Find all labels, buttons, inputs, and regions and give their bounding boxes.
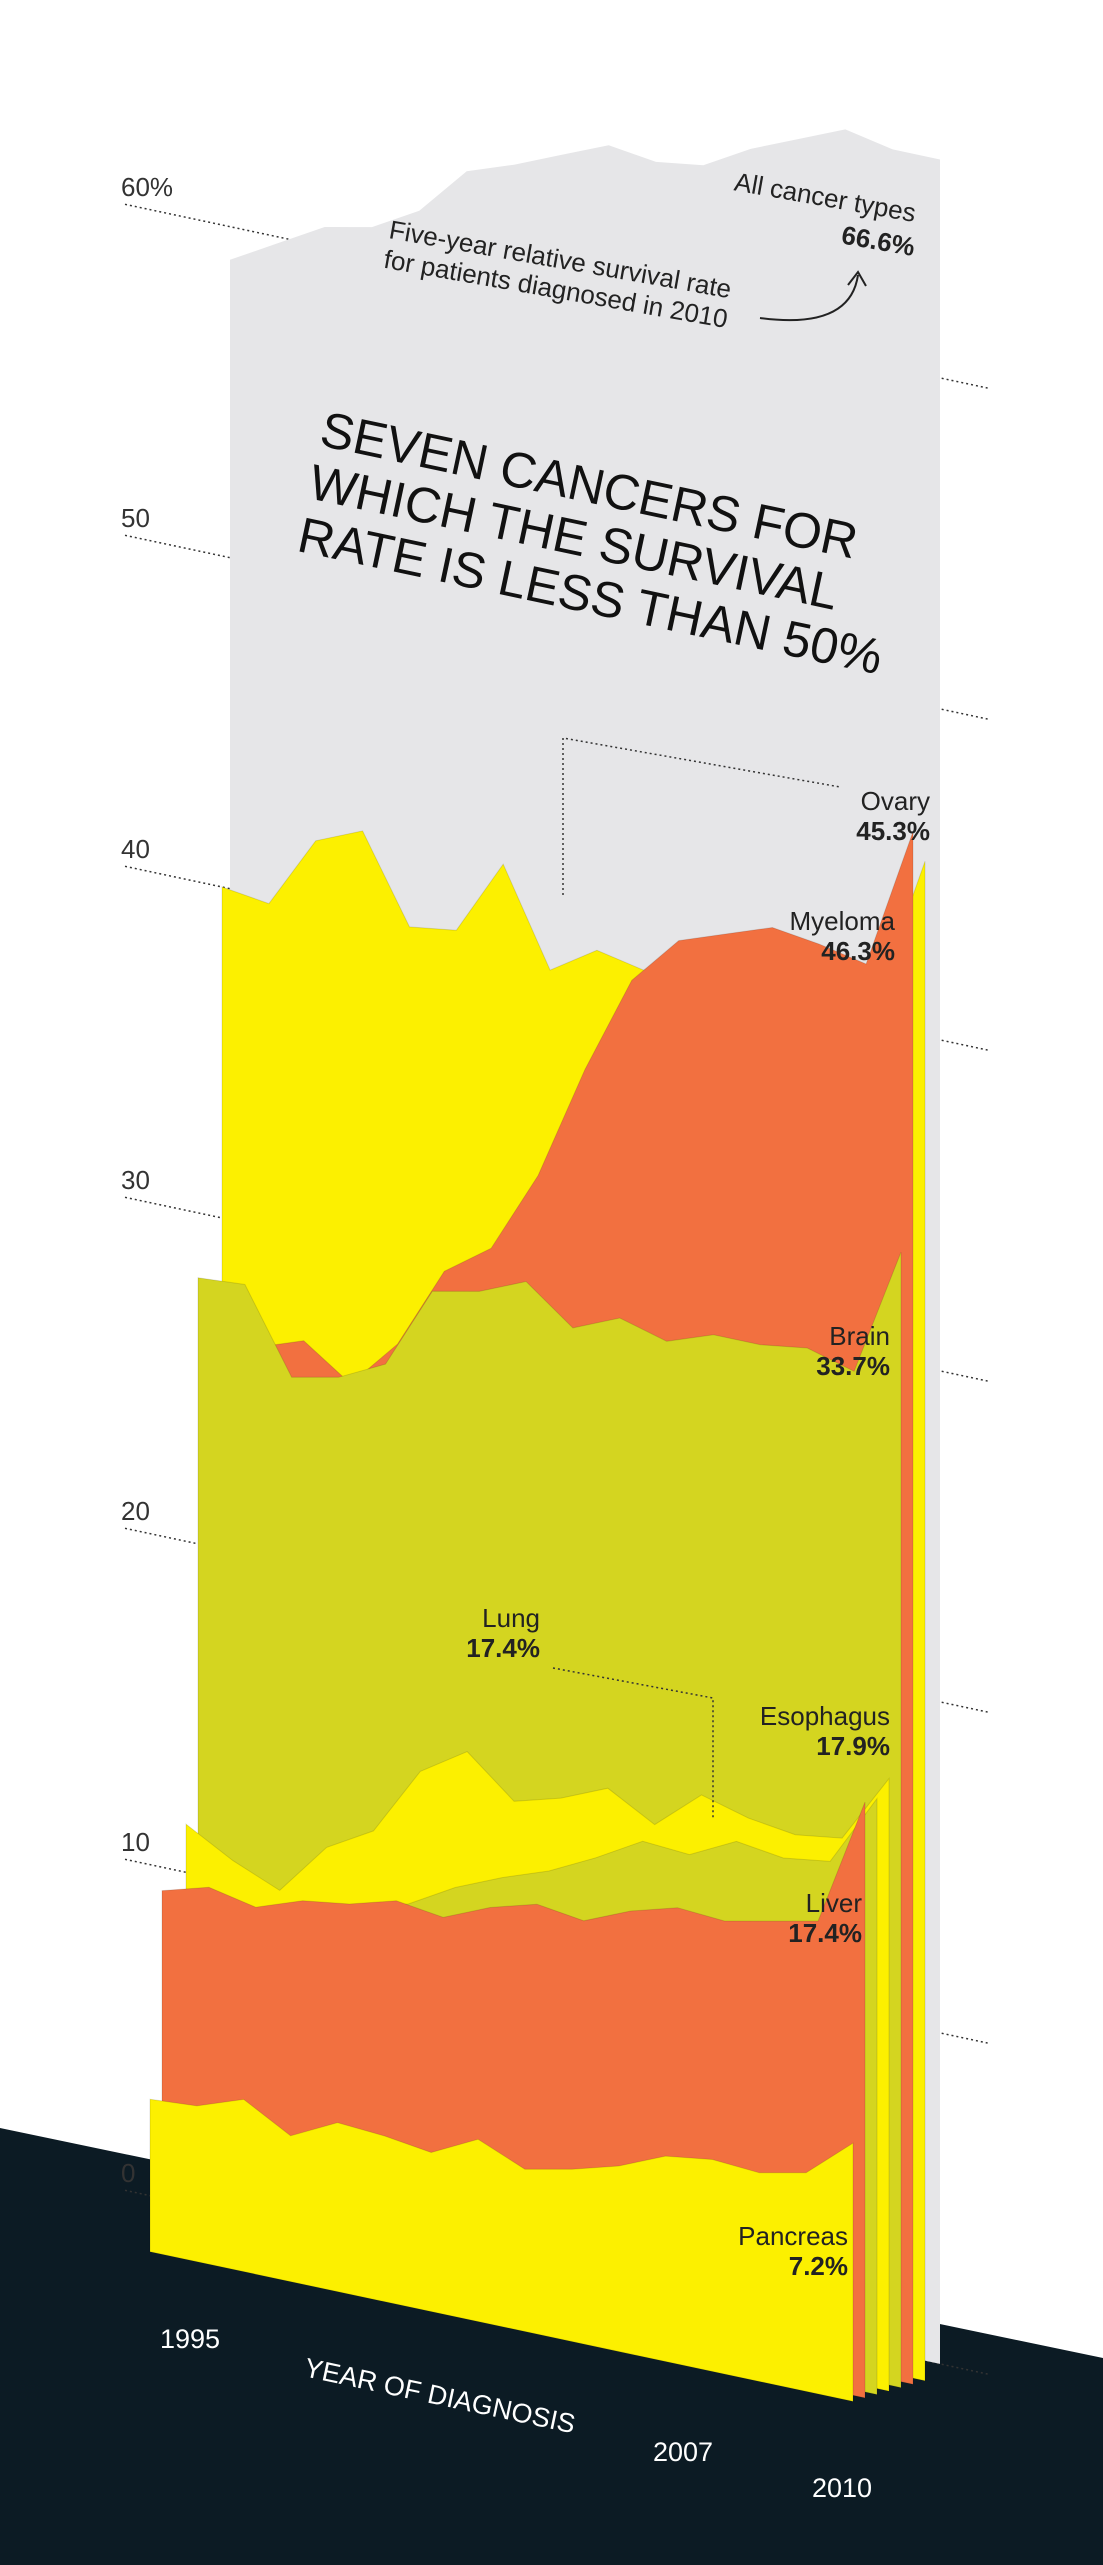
- series-label-liver: Liver: [806, 1888, 863, 1918]
- y-tick-label: 20: [121, 1496, 150, 1526]
- y-tick-label: 0: [121, 2158, 135, 2188]
- y-tick-label: 60%: [121, 172, 173, 202]
- series-label-pancreas: Pancreas: [738, 2221, 848, 2251]
- x-axis-ticks: 1995 2007 2010: [160, 2324, 872, 2503]
- series-area-pancreas: [149, 2098, 854, 2403]
- series-label-ovary: Ovary: [861, 786, 930, 816]
- y-axis-ticks: 60% 50 40 30 20 10 0: [121, 172, 173, 2188]
- series-value-lung: 17.4%: [466, 1633, 540, 1663]
- x-tick-label: 2007: [653, 2437, 713, 2467]
- series-value-myeloma: 46.3%: [821, 936, 895, 966]
- x-tick-label: 1995: [160, 2324, 220, 2354]
- x-tick-label: 2010: [812, 2473, 872, 2503]
- subtitle-arrow: [759, 270, 867, 322]
- series-layer: [149, 830, 926, 2403]
- ovary-leader: [562, 737, 841, 895]
- series-label-esophagus: Esophagus: [760, 1701, 890, 1731]
- series-value-liver: 17.4%: [788, 1918, 862, 1948]
- y-tick-label: 40: [121, 834, 150, 864]
- y-tick-label: 10: [121, 1827, 150, 1857]
- series-label-myeloma: Myeloma: [790, 906, 896, 936]
- y-tick-label: 30: [121, 1165, 150, 1195]
- series-value-esophagus: 17.9%: [816, 1731, 890, 1761]
- y-tick-label: 50: [121, 503, 150, 533]
- series-value-pancreas: 7.2%: [789, 2251, 848, 2281]
- series-label-brain: Brain: [829, 1321, 890, 1351]
- series-value-ovary: 45.3%: [856, 816, 930, 846]
- leader-lines: [552, 737, 841, 1820]
- series-value-brain: 33.7%: [816, 1351, 890, 1381]
- series-label-lung: Lung: [482, 1603, 540, 1633]
